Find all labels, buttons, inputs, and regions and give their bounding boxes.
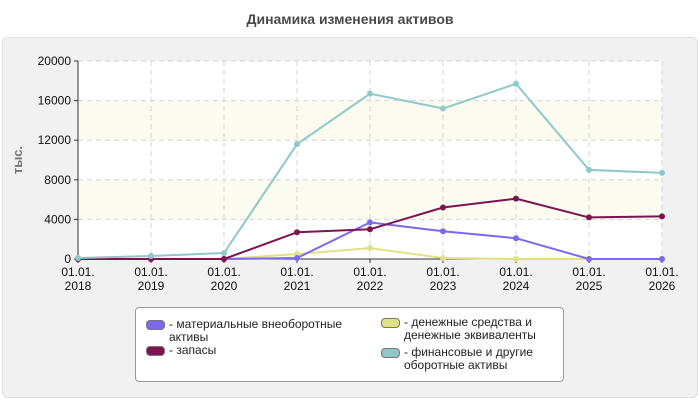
- legend-swatch: [381, 348, 400, 358]
- x-tick-label: 01.01. 2024: [499, 265, 532, 293]
- y-tick-label: 8000: [44, 173, 71, 187]
- legend-label: - денежные средства и денежные эквивален…: [404, 315, 536, 342]
- data-point: [367, 219, 373, 226]
- legend-item: - материальные внеоборотные активы: [146, 318, 342, 344]
- data-point: [659, 213, 665, 220]
- legend-item: - денежные средства и денежные эквивален…: [381, 316, 536, 342]
- legend-swatch: [146, 346, 165, 356]
- x-tick-label: 01.01. 2019: [134, 265, 167, 293]
- data-point: [148, 253, 154, 260]
- legend-swatch: [146, 320, 165, 330]
- y-tick-label: 4000: [44, 212, 71, 226]
- data-point: [586, 214, 592, 221]
- x-tick-label: 01.01. 2026: [645, 265, 678, 293]
- x-tick-label: 01.01. 2020: [207, 265, 240, 293]
- legend-item: - запасы: [146, 344, 216, 357]
- x-tick-label: 01.01. 2023: [426, 265, 459, 293]
- chart-legend: - материальные внеоборотные активы - запа…: [135, 307, 564, 382]
- data-point: [513, 80, 519, 87]
- y-tick-label: 20000: [38, 54, 72, 68]
- data-point: [440, 228, 446, 235]
- data-point: [75, 255, 81, 262]
- data-point: [367, 245, 373, 252]
- data-point: [513, 235, 519, 242]
- data-point: [221, 256, 227, 262]
- data-point: [221, 250, 227, 257]
- y-tick-label: 0: [64, 252, 71, 266]
- data-point: [294, 255, 300, 262]
- series-group: [75, 80, 665, 262]
- data-point: [367, 226, 373, 233]
- data-point: [440, 105, 446, 112]
- y-tick-label: 12000: [38, 133, 72, 147]
- data-point: [440, 255, 446, 262]
- data-point: [367, 90, 373, 97]
- data-point: [513, 256, 519, 262]
- legend-swatch: [381, 318, 400, 328]
- x-tick-label: 01.01. 2018: [61, 265, 94, 293]
- legend-label: - финансовые и другие оборотные активы: [404, 345, 533, 372]
- data-point: [440, 204, 446, 211]
- data-point: [659, 169, 665, 176]
- data-point: [294, 229, 300, 236]
- y-tick-label: 16000: [38, 94, 72, 108]
- y-axis-label: тыс.: [10, 146, 25, 174]
- chart-title: Динамика изменения активов: [246, 11, 454, 27]
- data-point: [513, 195, 519, 202]
- x-tick-label: 01.01. 2021: [280, 265, 313, 293]
- x-tick-label: 01.01. 2025: [572, 265, 605, 293]
- data-point: [659, 256, 665, 262]
- data-point: [294, 141, 300, 148]
- legend-label: - запасы: [169, 343, 217, 357]
- x-tick-label: 01.01. 2022: [353, 265, 386, 293]
- data-point: [586, 166, 592, 173]
- series-group: [75, 195, 665, 262]
- data-point: [586, 256, 592, 262]
- legend-item: - финансовые и другие оборотные активы: [381, 346, 533, 372]
- legend-label: - материальные внеоборотные активы: [169, 317, 342, 344]
